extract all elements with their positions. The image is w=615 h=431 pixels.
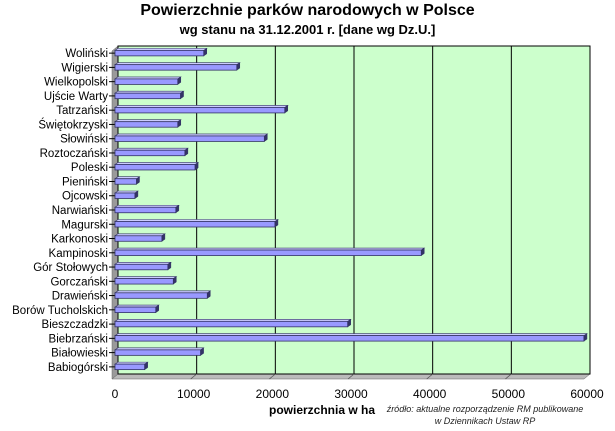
bar	[114, 149, 186, 157]
x-tick-label: 20000	[256, 387, 290, 401]
source-note-line2: w Dziennikach Ustaw RP	[434, 416, 536, 426]
category-label: Tatrzański	[56, 105, 108, 117]
bar-end	[207, 290, 211, 299]
bar-end	[175, 204, 180, 214]
bar	[114, 49, 205, 57]
bar	[114, 221, 276, 228]
category-label: Kampinoski	[49, 248, 108, 260]
category-label: Babiogórski	[48, 362, 108, 374]
bar-end	[144, 361, 148, 371]
x-axis-label: powierzchnia w ha	[269, 403, 375, 417]
category-label: Ujście Warty	[44, 91, 108, 103]
bar-end	[167, 261, 172, 271]
category-label: Pieniński	[62, 176, 108, 188]
category-label: Wigierski	[61, 62, 108, 74]
bar	[114, 306, 157, 313]
bar-end	[161, 233, 166, 242]
bar-end	[203, 47, 207, 57]
bar-end	[347, 318, 351, 328]
bar	[114, 206, 177, 214]
x-tick-label: 50000	[492, 387, 526, 401]
bar-end	[583, 333, 588, 342]
bar	[114, 292, 208, 299]
category-label: Gór Stołowych	[33, 262, 108, 274]
bar	[114, 335, 585, 342]
bar-end	[180, 90, 184, 100]
category-label: Świętokrzyski	[38, 118, 108, 131]
gridline-floor	[347, 373, 355, 380]
bar	[114, 320, 349, 328]
x-tick-label: 40000	[413, 387, 447, 401]
bar-end	[136, 176, 140, 185]
bar-end	[177, 119, 182, 128]
x-tick-label: 10000	[177, 387, 211, 401]
bar	[114, 349, 201, 356]
bar	[114, 263, 169, 271]
bar-end	[184, 147, 189, 157]
x-tick-label: 60000	[570, 387, 604, 401]
bar	[114, 92, 181, 100]
bar-end	[173, 276, 177, 285]
category-label: Białowieski	[51, 348, 108, 360]
bar-end	[284, 104, 289, 114]
category-label: Ojcowski	[62, 191, 108, 203]
x-tick-label: 0	[112, 387, 119, 401]
category-label: Magurski	[61, 219, 108, 231]
bar	[114, 107, 286, 114]
bar-end	[274, 219, 279, 228]
gridline-floor	[190, 373, 197, 380]
bar	[114, 164, 196, 171]
bar	[114, 135, 265, 142]
chart-title: Powierzchnie parków narodowych w Polsce	[140, 2, 475, 19]
bar	[114, 178, 137, 185]
category-label: Woliński	[65, 48, 108, 60]
chart-subtitle: wg stanu na 31.12.2001 r. [dane wg Dz.U.…	[179, 22, 436, 37]
category-label: Słowiński	[60, 134, 108, 146]
bar-end	[264, 133, 268, 142]
category-label: Gorczański	[50, 276, 108, 288]
category-label: Biebrzański	[49, 333, 108, 345]
bar-end	[236, 62, 241, 71]
bar	[114, 363, 146, 371]
bar-end	[194, 162, 199, 171]
bar	[114, 121, 179, 128]
gridline-floor	[505, 373, 512, 380]
bar	[114, 192, 136, 199]
gridline-floor	[426, 373, 433, 380]
category-label: Roztoczański	[40, 148, 108, 160]
category-label: Narwiański	[52, 205, 108, 217]
bar-end	[177, 76, 182, 85]
category-label: Wielkopolski	[44, 77, 108, 89]
category-label: Karkonoski	[51, 234, 108, 246]
bar-end	[421, 247, 425, 256]
bar	[114, 278, 174, 285]
source-note-line1: źródło: aktualne rozporządzenie RM publi…	[386, 404, 584, 414]
bar-end	[155, 304, 160, 314]
category-label: Borów Tucholskich	[12, 305, 108, 317]
category-label: Poleski	[71, 162, 108, 174]
bar-end	[134, 190, 139, 199]
gridline-floor	[269, 373, 276, 380]
bar	[114, 78, 179, 85]
category-label: Drawieński	[52, 291, 108, 303]
x-tick-label: 30000	[334, 387, 368, 401]
bar-end	[200, 347, 204, 356]
category-label: Bieszczadzki	[42, 319, 108, 331]
bar	[114, 235, 163, 242]
bar	[114, 64, 238, 71]
bar	[114, 249, 422, 256]
